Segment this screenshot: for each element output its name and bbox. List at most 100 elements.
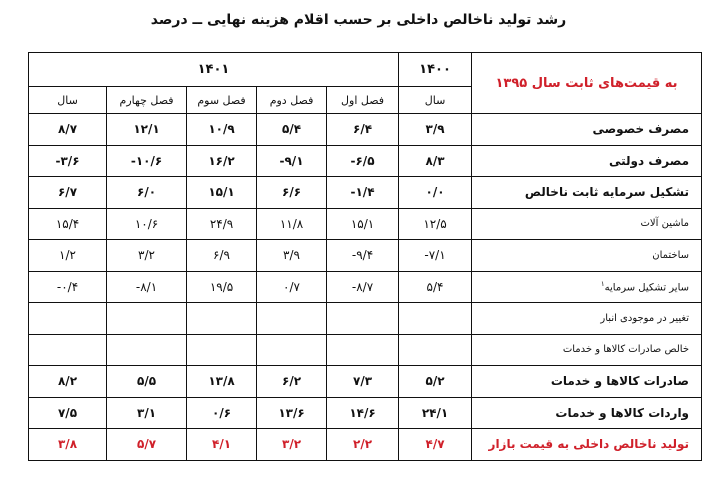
value-cell: ۵/۴ xyxy=(398,270,473,303)
value-cell: ۰/۰ xyxy=(398,176,473,209)
row-label: تولید ناخالص داخلی به قیمت بازار xyxy=(471,428,703,461)
col-header: فصل اول xyxy=(326,86,400,114)
value-cell xyxy=(27,333,108,366)
table-row: مصرف خصوصی ۳/۹ ۶/۴ ۵/۴ ۱۰/۹ ۱۲/۱ ۸/۷ xyxy=(27,113,703,146)
year-1400-header: ۱۴۰۰ xyxy=(398,52,473,87)
row-label-text: خالص صادرات کالاها و خدمات xyxy=(562,344,690,356)
value-cell: -۱/۴ xyxy=(326,176,400,209)
value-cell: ۱۵/۱ xyxy=(186,176,258,209)
value-cell: ۱/۲ xyxy=(27,239,108,272)
value-cell: -۱۰/۶ xyxy=(106,144,188,177)
value-cell: ۶/۹ xyxy=(186,239,258,272)
table-row: تغییر در موجودی انبار xyxy=(27,302,703,335)
value-cell xyxy=(106,302,188,335)
value-cell: ۶/۷ xyxy=(27,176,108,209)
value-cell: ۱۰/۹ xyxy=(186,113,258,146)
table-row: تشکیل سرمایه ثابت ناخالص ۰/۰ -۱/۴ ۶/۶ ۱۵/۱ ۶/… xyxy=(27,176,703,209)
year-1401-header: ۱۴۰۱ xyxy=(27,52,400,87)
value-cell: ۳/۲ xyxy=(106,239,188,272)
value-cell: ۵/۷ xyxy=(106,428,188,461)
value-cell: ۲۴/۹ xyxy=(186,207,258,240)
row-label-text: ساختمان xyxy=(652,249,690,261)
value-cell xyxy=(27,302,108,335)
gdp-growth-table: به قیمت‌های ثابت سال ۱۳۹۵ ۱۴۰۰ ۱۴۰۱ سال … xyxy=(27,52,703,461)
row-label: تغییر در موجودی انبار xyxy=(471,302,703,335)
row-label: صادرات کالاها و خدمات xyxy=(471,365,703,398)
col-header: فصل چهارم xyxy=(106,86,188,114)
row-label: واردات کالاها و خدمات xyxy=(471,396,703,429)
value-cell: ۳/۲ xyxy=(256,428,328,461)
footnote-marker: ۱ xyxy=(600,280,605,289)
value-cell: ۱۴/۶ xyxy=(326,396,400,429)
value-cell: ۵/۲ xyxy=(398,365,473,398)
value-cell: ۱۹/۵ xyxy=(186,270,258,303)
row-label: تشکیل سرمایه ثابت ناخالص xyxy=(471,176,703,209)
value-cell xyxy=(256,333,328,366)
value-cell: ۵/۴ xyxy=(256,113,328,146)
row-label-text: تغییر در موجودی انبار xyxy=(600,312,690,324)
table-row: ساختمان -۷/۱ -۹/۴ ۳/۹ ۶/۹ ۳/۲ ۱/۲ xyxy=(27,239,703,272)
value-cell: ۱۵/۱ xyxy=(326,207,400,240)
col-header: سال xyxy=(398,86,473,114)
value-cell: ۱۲/۱ xyxy=(106,113,188,146)
table-title: رشد تولید ناخالص داخلی بر حسب اقلام هزین… xyxy=(150,12,567,28)
value-cell: ۳/۸ xyxy=(27,428,108,461)
value-cell: ۲۴/۱ xyxy=(398,396,473,429)
value-cell xyxy=(398,302,473,335)
table-row: سایر تشکیل سرمایه۱ ۵/۴ -۸/۷ ۰/۷ ۱۹/۵ -۸/۱ -۰/۴ xyxy=(27,270,703,303)
table-row: صادرات کالاها و خدمات ۵/۲ ۷/۳ ۶/۲ ۱۳/۸ ۵/۵ ۸/۲ xyxy=(27,365,703,398)
value-cell: ۴/۷ xyxy=(398,428,473,461)
value-cell: ۵/۵ xyxy=(106,365,188,398)
row-label: مصرف خصوصی xyxy=(471,113,703,146)
table-row: مصرف دولتی ۸/۳ -۶/۵ -۹/۱ ۱۶/۲ -۱۰/۶ -۳/۶ xyxy=(27,144,703,177)
row-label-text: واردات کالاها و خدمات xyxy=(555,405,690,420)
row-label-text: مصرف خصوصی xyxy=(592,122,690,137)
value-cell: -۹/۴ xyxy=(326,239,400,272)
value-cell: -۹/۱ xyxy=(256,144,328,177)
value-cell: ۷/۵ xyxy=(27,396,108,429)
value-cell: ۱۳/۶ xyxy=(256,396,328,429)
value-cell: ۶/۲ xyxy=(256,365,328,398)
value-cell: ۱۵/۴ xyxy=(27,207,108,240)
value-cell: ۶/۰ xyxy=(106,176,188,209)
value-cell: -۷/۱ xyxy=(398,239,473,272)
value-cell: ۱۱/۸ xyxy=(256,207,328,240)
value-cell: ۰/۶ xyxy=(186,396,258,429)
row-label-text: تشکیل سرمایه ثابت ناخالص xyxy=(524,185,690,200)
table-row: تولید ناخالص داخلی به قیمت بازار ۴/۷ ۲/۲ ۳/… xyxy=(27,428,703,461)
value-cell: ۶/۴ xyxy=(326,113,400,146)
col-header: فصل دوم xyxy=(256,86,328,114)
base-year-label: به قیمت‌های ثابت سال ۱۳۹۵ xyxy=(471,52,703,114)
row-label: سایر تشکیل سرمایه۱ xyxy=(471,270,703,303)
value-cell xyxy=(398,333,473,366)
row-label: خالص صادرات کالاها و خدمات xyxy=(471,333,703,366)
table-row: واردات کالاها و خدمات ۲۴/۱ ۱۴/۶ ۱۳/۶ ۰/۶ ۳/۱ ۷… xyxy=(27,396,703,429)
value-cell: -۸/۱ xyxy=(106,270,188,303)
row-label: مصرف دولتی xyxy=(471,144,703,177)
row-label-text: تولید ناخالص داخلی به قیمت بازار xyxy=(488,437,690,452)
col-header: سال xyxy=(27,86,108,114)
row-label-text: مصرف دولتی xyxy=(609,153,690,168)
value-cell: ۸/۷ xyxy=(27,113,108,146)
value-cell: ۳/۱ xyxy=(106,396,188,429)
value-cell: ۳/۹ xyxy=(398,113,473,146)
row-label-text: صادرات کالاها و خدمات xyxy=(550,374,690,389)
table-row: ماشین آلات ۱۲/۵ ۱۵/۱ ۱۱/۸ ۲۴/۹ ۱۰/۶ ۱۵/۴ xyxy=(27,207,703,240)
header-row-years: به قیمت‌های ثابت سال ۱۳۹۵ ۱۴۰۰ ۱۴۰۱ xyxy=(27,52,703,114)
value-cell xyxy=(256,302,328,335)
value-cell: -۳/۶ xyxy=(27,144,108,177)
value-cell: ۴/۱ xyxy=(186,428,258,461)
value-cell xyxy=(186,302,258,335)
value-cell: ۳/۹ xyxy=(256,239,328,272)
value-cell: ۰/۷ xyxy=(256,270,328,303)
col-header: فصل سوم xyxy=(186,86,258,114)
value-cell: ۸/۲ xyxy=(27,365,108,398)
value-cell xyxy=(186,333,258,366)
value-cell xyxy=(106,333,188,366)
table-row: خالص صادرات کالاها و خدمات xyxy=(27,333,703,366)
header-row-periods: سال فصل اول فصل دوم فصل سوم فصل چهارم سا… xyxy=(27,86,702,114)
row-label: ماشین آلات xyxy=(471,207,703,240)
value-cell: ۸/۳ xyxy=(398,144,473,177)
value-cell xyxy=(326,333,400,366)
value-cell xyxy=(326,302,400,335)
